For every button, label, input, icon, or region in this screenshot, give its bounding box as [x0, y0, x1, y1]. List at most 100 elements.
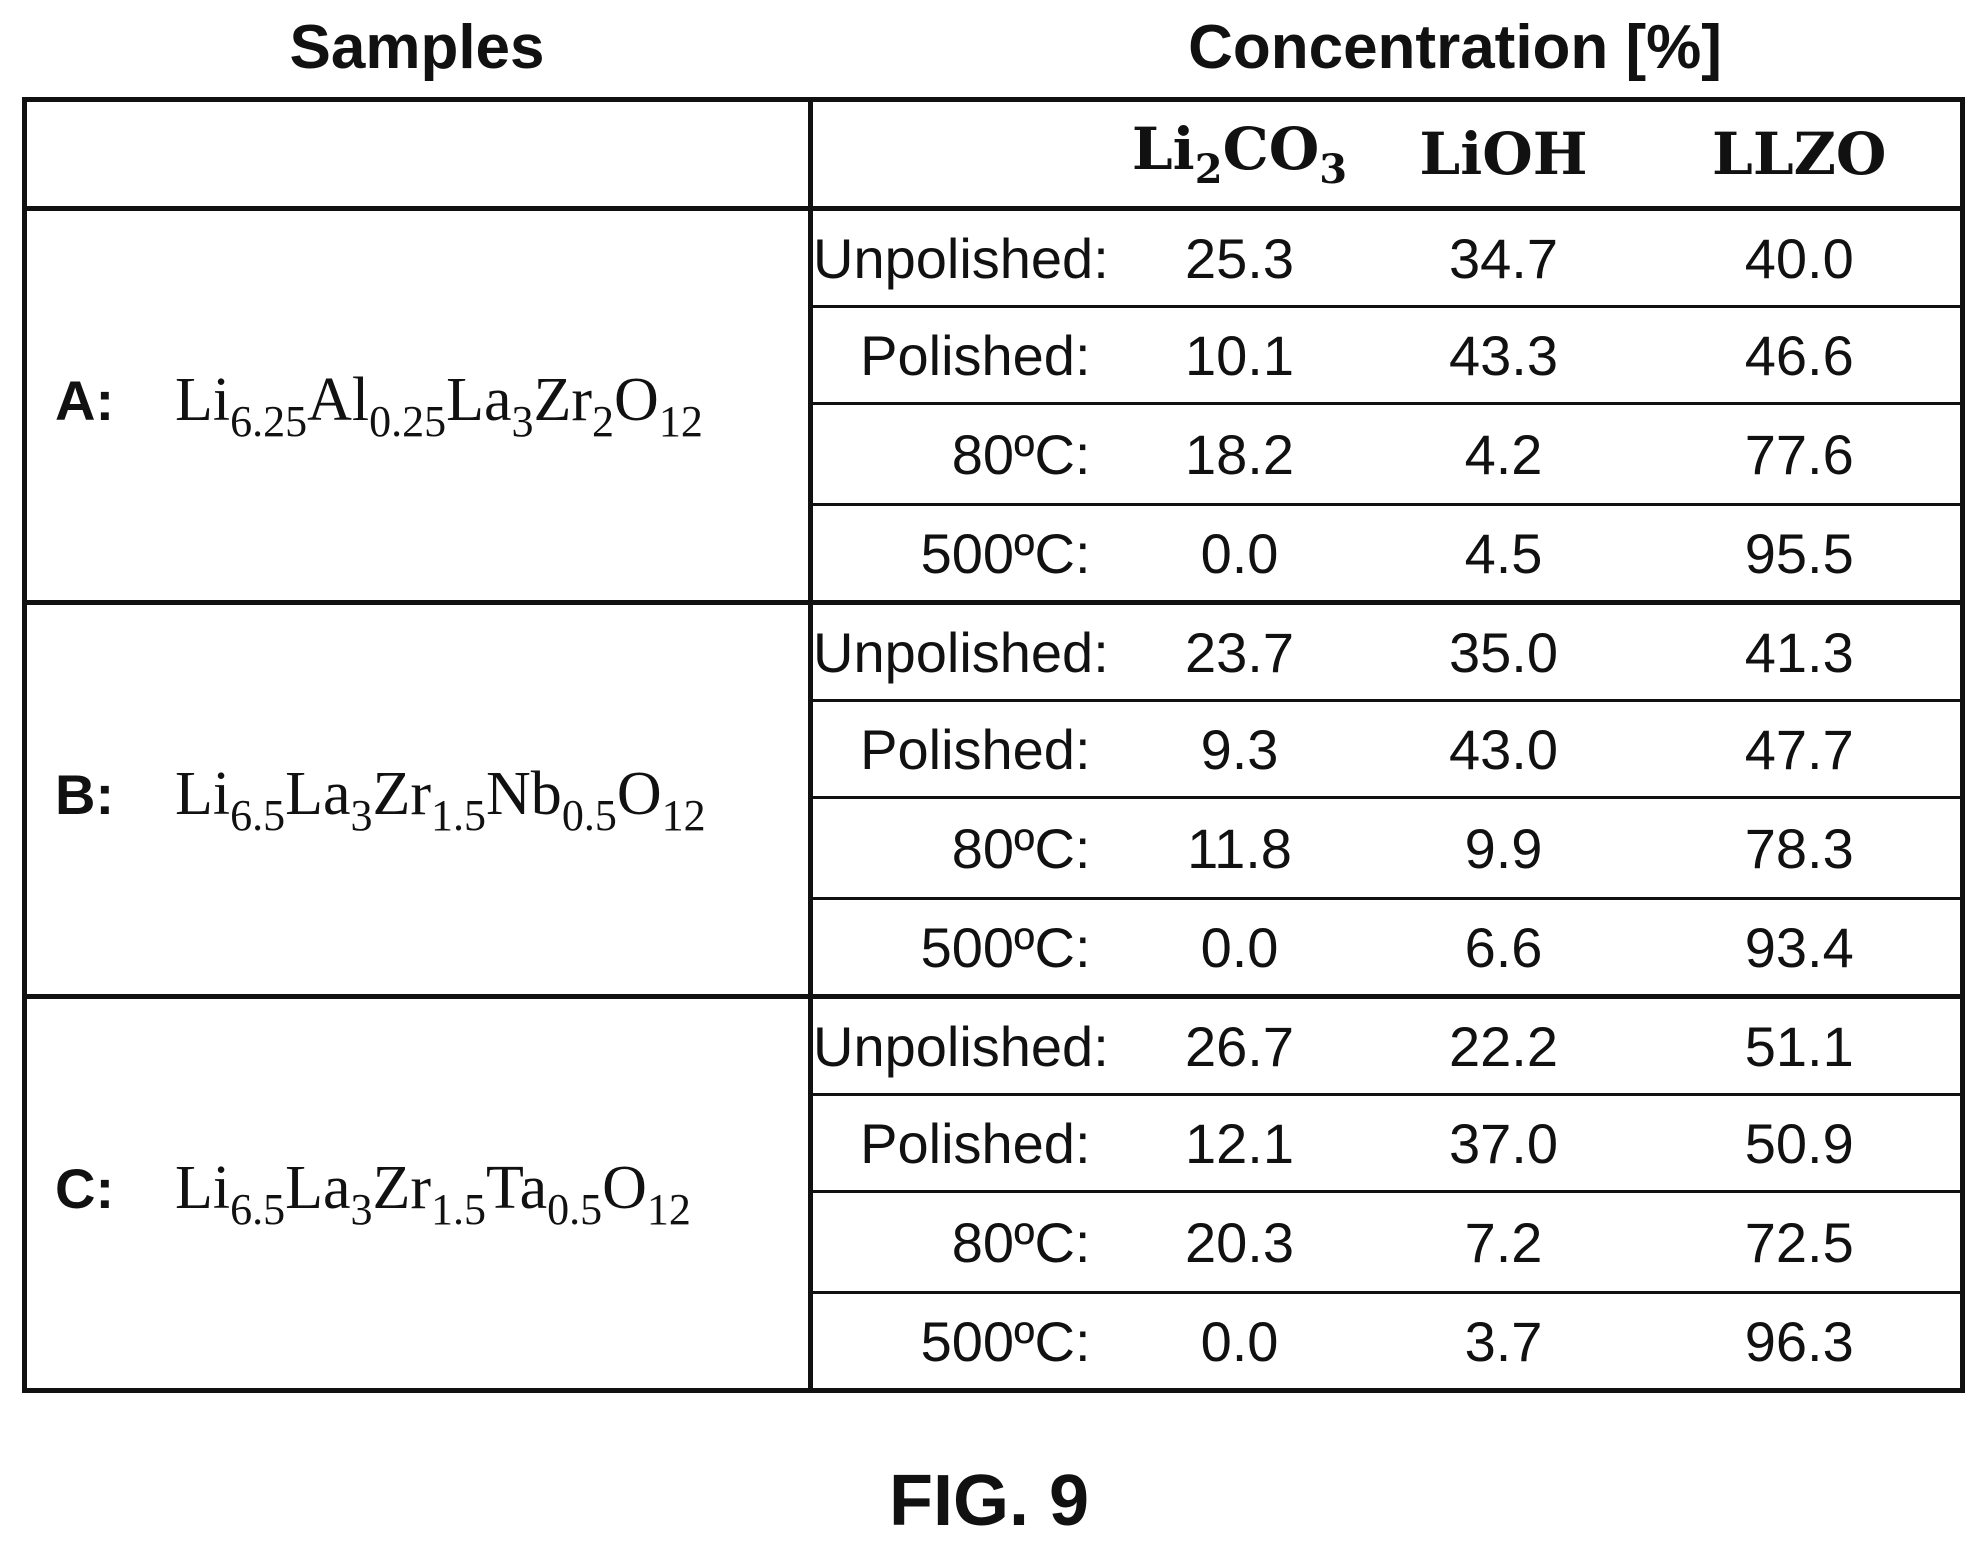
value-llzo: 72.5 — [1638, 1190, 1963, 1294]
table-row: Polished: 12.1 37.0 50.9 — [25, 1093, 1963, 1193]
value-li2co3: 0.0 — [1110, 503, 1369, 604]
condition-label: 500ºC: — [810, 503, 1111, 604]
formula-element: Al — [307, 365, 370, 434]
sample-label: B: — [55, 762, 115, 826]
formula-subscript: 6.5 — [230, 790, 286, 840]
formula-element: Zr — [372, 759, 432, 828]
formula-element: La — [446, 365, 512, 434]
table-row: B: Li6.5La3Zr1.5Nb0.5O12 Unpolished: 23.7 35… — [23, 600, 1963, 998]
concentration-header: Concentration [%] — [1188, 13, 1722, 82]
value-lioh: 22.2 — [1368, 994, 1639, 1096]
sample-cell: B: Li6.5La3Zr1.5Nb0.5O12 — [23, 600, 813, 998]
table-row: 500ºC: 0.0 3.7 96.3 — [25, 1291, 1963, 1392]
sample-formula: Li6.5La3Zr1.5Nb0.5O12 — [175, 759, 706, 840]
formula-subscript: 3 — [350, 1184, 373, 1234]
value-lioh: 4.5 — [1368, 503, 1639, 604]
condition-label: Polished: — [810, 1093, 1111, 1193]
sample-header-cell — [23, 98, 813, 210]
formula-element: Ta — [486, 1153, 548, 1222]
formula-element: Nb — [486, 759, 562, 828]
formula-element: Zr — [372, 1153, 432, 1222]
value-lioh: 37.0 — [1368, 1093, 1639, 1193]
table-row: Polished: 9.3 43.0 47.7 — [25, 699, 1963, 799]
condition-label: Polished: — [810, 699, 1111, 799]
col-header-li2co3: Li2CO3 — [1110, 98, 1369, 210]
value-li2co3: 25.3 — [1110, 206, 1369, 308]
sample-label: A: — [55, 368, 115, 432]
col-header-lioh: LiOH — [1368, 98, 1639, 210]
value-llzo: 50.9 — [1638, 1093, 1963, 1193]
table-row: C: Li6.5La3Zr1.5Ta0.5O12 Unpolished: 26.7 22… — [23, 994, 1963, 1392]
value-llzo: 47.7 — [1638, 699, 1963, 799]
formula-subscript: 6.25 — [230, 396, 308, 446]
table-row: Polished: 10.1 43.3 46.6 — [25, 305, 1963, 405]
condition-label: 80ºC: — [810, 402, 1111, 506]
formula-subscript: 1.5 — [431, 790, 487, 840]
formula-element: O — [614, 365, 659, 434]
value-llzo: 40.0 — [1638, 206, 1963, 308]
samples-header: Samples — [289, 13, 545, 82]
sample-label: C: — [55, 1156, 115, 1220]
value-lioh: 4.2 — [1368, 402, 1639, 506]
value-li2co3: 18.2 — [1110, 402, 1369, 506]
formula-subscript: 2 — [592, 396, 615, 446]
condition-label: 80ºC: — [810, 1190, 1111, 1294]
condition-label: Polished: — [810, 305, 1111, 405]
condition-label: Unpolished: — [810, 994, 1111, 1096]
condition-label: 500ºC: — [810, 897, 1111, 998]
value-lioh: 34.7 — [1368, 206, 1639, 308]
formula-subscript: 12 — [661, 790, 706, 840]
formula-subscript: 12 — [658, 396, 703, 446]
concentration-table: Li2CO3 LiOH LLZO A: Li6.25Al0.25La3Zr2O12… — [22, 97, 1965, 1393]
formula-element: O — [616, 759, 662, 828]
value-li2co3: 10.1 — [1110, 305, 1369, 405]
sample-cell: C: Li6.5La3Zr1.5Ta0.5O12 — [23, 994, 813, 1392]
formula-subscript: 6.5 — [230, 1184, 286, 1234]
value-llzo: 78.3 — [1638, 796, 1963, 900]
value-llzo: 41.3 — [1638, 600, 1963, 702]
condition-label: Unpolished: — [810, 206, 1111, 308]
formula-element: Li — [175, 365, 231, 434]
value-llzo: 77.6 — [1638, 402, 1963, 506]
condition-label: 80ºC: — [810, 796, 1111, 900]
table-row: 500ºC: 0.0 6.6 93.4 — [25, 897, 1963, 998]
formula-element: Li — [175, 1153, 231, 1222]
formula-subscript: 0.5 — [561, 790, 617, 840]
formula-subscript: 0.25 — [369, 396, 447, 446]
value-llzo: 46.6 — [1638, 305, 1963, 405]
value-li2co3: 0.0 — [1110, 1291, 1369, 1392]
table-row: A: Li6.25Al0.25La3Zr2O12 Unpolished: 25.3 34… — [23, 206, 1963, 604]
value-lioh: 7.2 — [1368, 1190, 1639, 1294]
formula-subscript: 0.5 — [547, 1184, 603, 1234]
value-llzo: 95.5 — [1638, 503, 1963, 604]
table-row: 80ºC: 20.3 7.2 72.5 — [25, 1190, 1963, 1294]
value-li2co3: 0.0 — [1110, 897, 1369, 998]
value-li2co3: 9.3 — [1110, 699, 1369, 799]
value-li2co3: 20.3 — [1110, 1190, 1369, 1294]
value-llzo: 93.4 — [1638, 897, 1963, 998]
formula-element: La — [285, 1153, 351, 1222]
value-lioh: 43.0 — [1368, 699, 1639, 799]
formula-element: La — [285, 759, 351, 828]
column-header-row: Li2CO3 LiOH LLZO — [23, 98, 1963, 210]
formula-element: Li — [175, 759, 231, 828]
value-lioh: 43.3 — [1368, 305, 1639, 405]
value-lioh: 6.6 — [1368, 897, 1639, 998]
value-llzo: 51.1 — [1638, 994, 1963, 1096]
formula-element: Zr — [533, 365, 593, 434]
figure-caption: FIG. 9 — [888, 1461, 1090, 1541]
value-lioh: 9.9 — [1368, 796, 1639, 900]
formula-subscript: 1.5 — [431, 1184, 487, 1234]
value-li2co3: 26.7 — [1110, 994, 1369, 1096]
value-li2co3: 12.1 — [1110, 1093, 1369, 1193]
formula-subscript: 3 — [350, 790, 373, 840]
condition-label: 500ºC: — [810, 1291, 1111, 1392]
table-row: 500ºC: 0.0 4.5 95.5 — [25, 503, 1963, 604]
table-row: 80ºC: 18.2 4.2 77.6 — [25, 402, 1963, 506]
formula-element: O — [602, 1153, 647, 1222]
col-header-llzo: LLZO — [1638, 98, 1963, 210]
sample-formula: Li6.5La3Zr1.5Ta0.5O12 — [175, 1153, 691, 1234]
sample-formula: Li6.25Al0.25La3Zr2O12 — [175, 365, 703, 446]
table-row: 80ºC: 11.8 9.9 78.3 — [25, 796, 1963, 900]
value-lioh: 35.0 — [1368, 600, 1639, 702]
